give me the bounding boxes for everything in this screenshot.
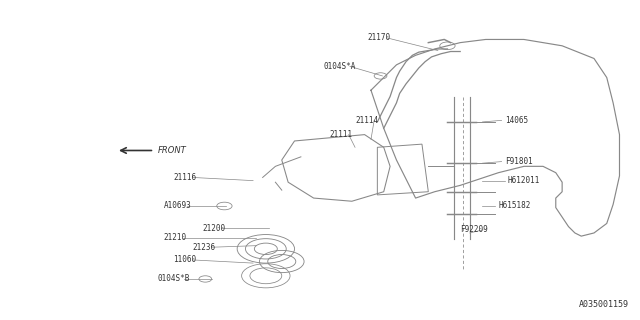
Text: 0104S*A: 0104S*A	[323, 62, 356, 71]
Text: 14065: 14065	[505, 116, 528, 125]
Text: FRONT: FRONT	[157, 146, 186, 155]
Text: F92209: F92209	[460, 225, 488, 234]
Text: 0104S*B: 0104S*B	[157, 275, 190, 284]
Text: 21210: 21210	[164, 233, 187, 242]
Text: 21170: 21170	[368, 33, 391, 42]
Text: 11060: 11060	[173, 255, 196, 264]
Text: 21200: 21200	[202, 224, 225, 233]
Text: A10693: A10693	[164, 202, 191, 211]
Text: 21114: 21114	[355, 116, 378, 125]
Text: H612011: H612011	[508, 176, 540, 185]
Text: 21116: 21116	[173, 173, 196, 182]
Text: A035001159: A035001159	[579, 300, 629, 309]
Text: H615182: H615182	[499, 202, 531, 211]
Text: F91801: F91801	[505, 157, 532, 166]
Text: 21236: 21236	[193, 243, 216, 252]
Text: 21111: 21111	[330, 130, 353, 139]
